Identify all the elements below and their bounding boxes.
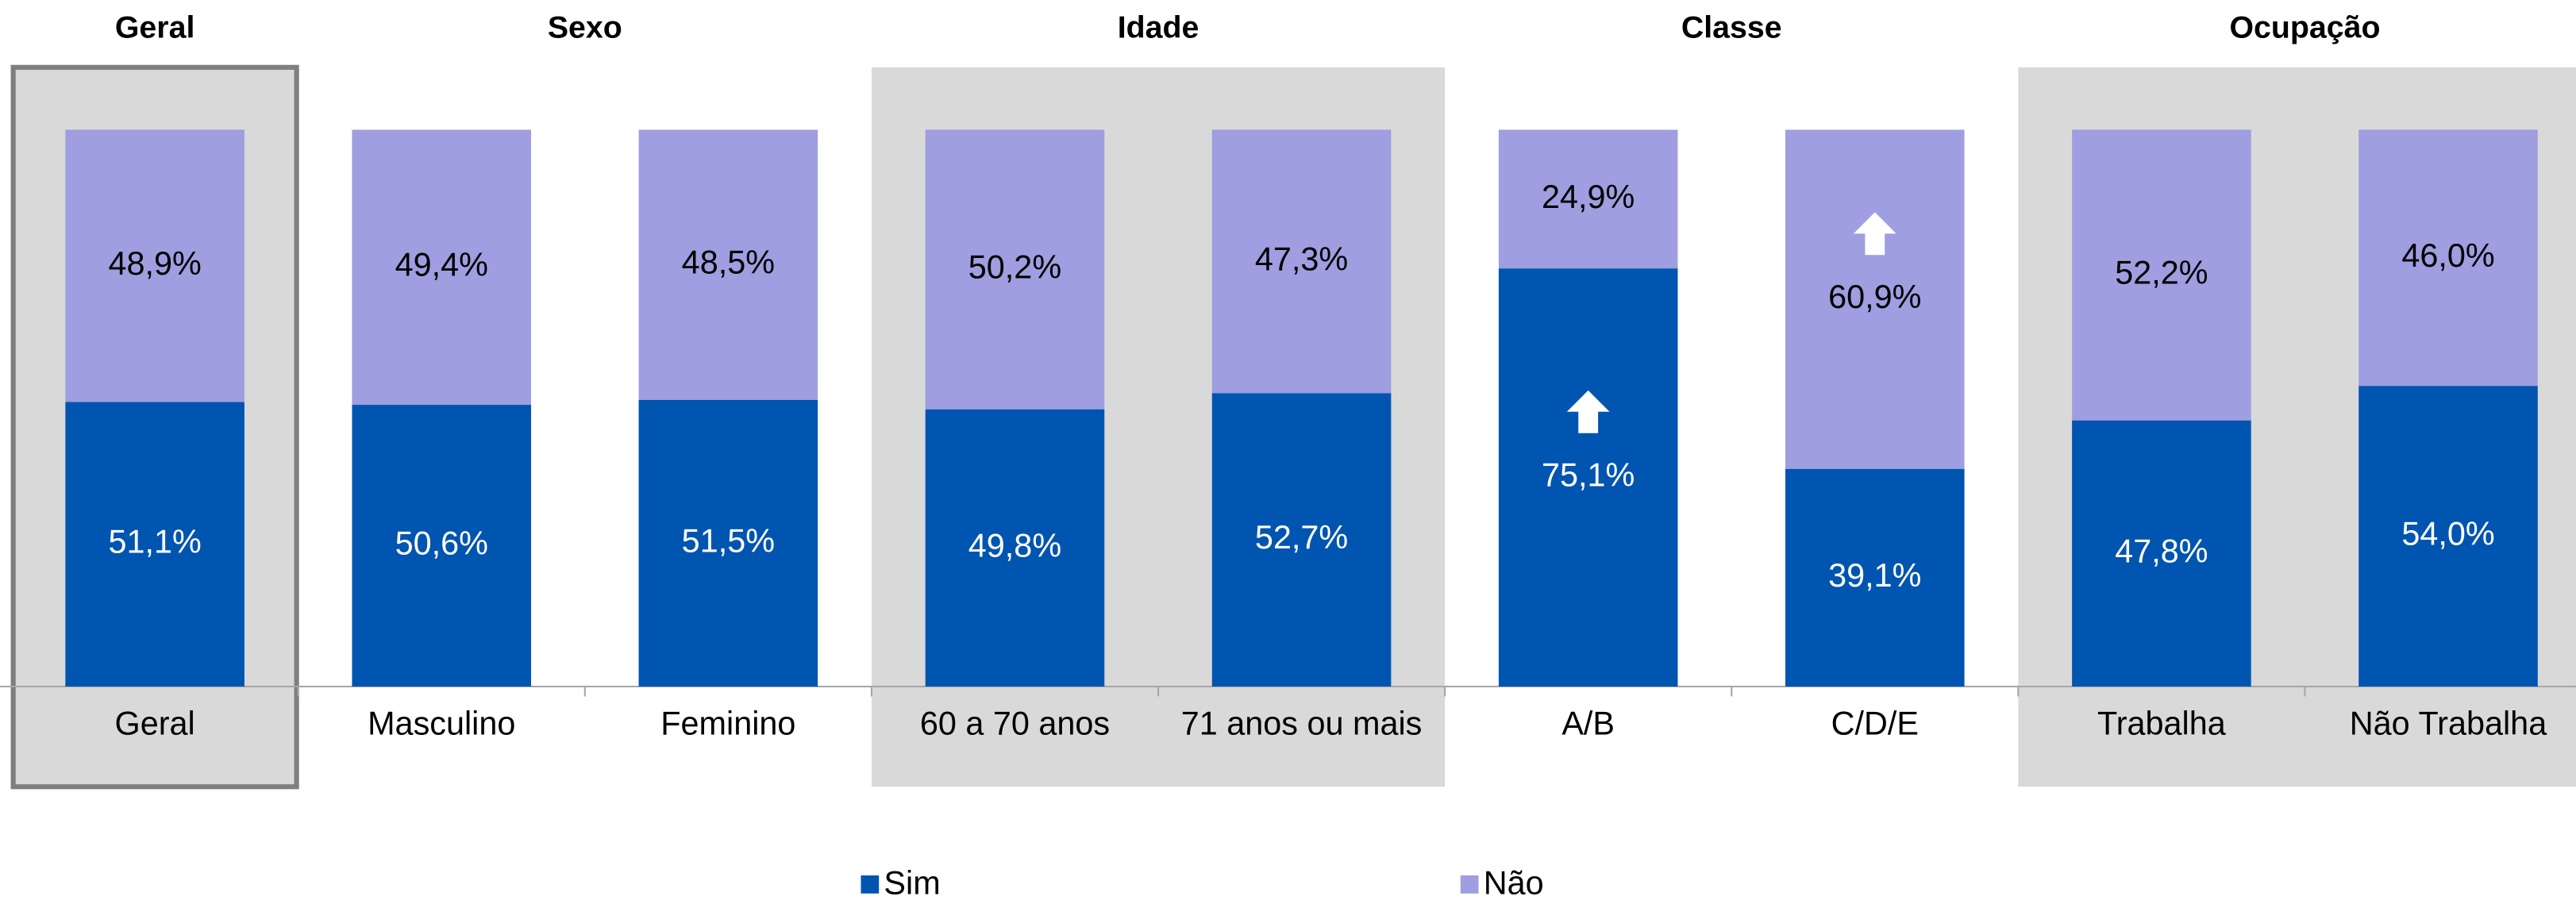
- value-label: 52,7%: [1255, 519, 1348, 556]
- bar-segment: [925, 129, 1105, 410]
- value-label: 54,0%: [2401, 516, 2494, 552]
- bar-segment: [1785, 468, 1965, 687]
- bar-segment: [925, 409, 1105, 687]
- x-tick-label: 60 a 70 anos: [920, 706, 1110, 742]
- legend-swatch: [1460, 875, 1479, 894]
- group-title: Classe: [1681, 10, 1782, 45]
- legend-label: Sim: [884, 864, 940, 901]
- value-label: 50,2%: [968, 249, 1061, 286]
- x-tick-label: Masculino: [368, 706, 515, 742]
- x-tick-label: Feminino: [660, 706, 795, 742]
- group-title: Ocupação: [2229, 10, 2380, 45]
- bar-segment: [1211, 393, 1392, 687]
- bar-segment: [2358, 129, 2538, 387]
- value-label: 46,0%: [2401, 237, 2494, 274]
- value-label: 50,6%: [395, 525, 488, 561]
- x-tick-label: Trabalha: [2097, 706, 2227, 742]
- value-label: 39,1%: [1828, 557, 1921, 594]
- up-arrow: [1566, 390, 1610, 433]
- bar-segment: [638, 399, 818, 687]
- x-tick-label: Geral: [115, 706, 195, 742]
- value-label: 49,4%: [395, 247, 488, 283]
- value-label: 60,9%: [1828, 279, 1921, 315]
- value-label: 51,5%: [682, 522, 775, 559]
- bar-segment: [2072, 420, 2251, 687]
- group-title: Geral: [115, 10, 195, 45]
- bar-segment: [2358, 386, 2538, 687]
- value-label: 47,8%: [2115, 533, 2208, 569]
- group-title: Sexo: [548, 10, 622, 45]
- x-tick-label: Não Trabalha: [2350, 706, 2547, 742]
- value-label: 51,1%: [108, 524, 201, 560]
- x-tick-label: C/D/E: [1831, 706, 1919, 742]
- bar-segment: [65, 402, 245, 687]
- value-label: 48,9%: [108, 245, 201, 282]
- bar-segment: [1211, 129, 1392, 394]
- value-label: 48,5%: [682, 244, 775, 281]
- bar-segment: [1498, 129, 1678, 269]
- bar-segment: [638, 129, 818, 400]
- legend-swatch: [861, 875, 880, 894]
- bar-segment: [65, 129, 245, 402]
- x-tick-label: A/B: [1561, 706, 1615, 742]
- value-label: 47,3%: [1255, 240, 1348, 277]
- bar-segment: [352, 129, 532, 406]
- x-tick-label: 71 anos ou mais: [1181, 706, 1423, 742]
- bar-segment: [2072, 129, 2251, 421]
- bar-segment: [352, 405, 532, 687]
- bar-segment: [1498, 268, 1678, 687]
- value-label: 49,8%: [968, 527, 1061, 564]
- value-label: 24,9%: [1542, 179, 1635, 215]
- bar-segment: [1785, 129, 1965, 469]
- legend-label: Não: [1484, 864, 1544, 901]
- group-title: Idade: [1118, 10, 1199, 45]
- value-label: 75,1%: [1542, 457, 1635, 494]
- value-label: 52,2%: [2115, 255, 2208, 291]
